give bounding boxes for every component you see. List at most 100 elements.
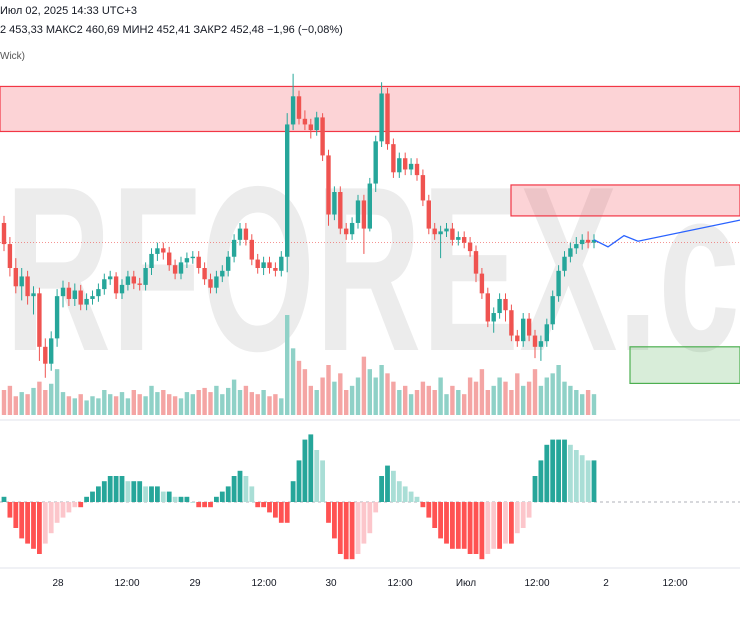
volume-bar (397, 390, 402, 415)
candle (580, 234, 585, 250)
volume-bar (444, 394, 449, 415)
oscillator-bar (308, 434, 314, 502)
oscillator-bar (137, 481, 143, 502)
volume-bar (243, 385, 249, 415)
candle (591, 234, 597, 249)
oscillator-bar (190, 502, 196, 503)
oscillator-bar (184, 496, 190, 502)
x-tick-label: 2 (603, 578, 609, 589)
candle-body (544, 324, 549, 342)
candle-body (273, 268, 278, 271)
candle-body (267, 262, 272, 268)
volume-bar (591, 394, 597, 415)
oscillator-bar (119, 476, 125, 502)
volume-bar (72, 398, 77, 415)
candle (562, 251, 567, 277)
oscillator-bar (450, 502, 455, 549)
oscillator-bar (84, 496, 89, 502)
volume-bar (108, 394, 113, 415)
candle (526, 313, 532, 342)
volume-bar (54, 369, 60, 415)
volume-bar (143, 396, 148, 415)
candle (37, 287, 42, 361)
candle (574, 237, 579, 254)
candle (137, 277, 142, 291)
candle (231, 234, 237, 263)
x-tick-label: 28 (52, 578, 64, 589)
oscillator-bar (7, 502, 13, 518)
oscillator-bar (379, 476, 384, 502)
oscillator-bar (455, 502, 461, 549)
oscillator-bar (19, 502, 25, 539)
candle (255, 253, 260, 274)
volume-bar (403, 385, 408, 415)
oscillator-bar (373, 502, 379, 513)
volume-bar (172, 396, 178, 415)
candle (13, 258, 18, 294)
candle-body (355, 200, 361, 223)
candle-body (143, 268, 148, 285)
candle-body (72, 290, 77, 299)
volume-bar (338, 373, 343, 415)
oscillator-bar (166, 491, 172, 502)
volume-bar (326, 365, 331, 415)
candle (131, 270, 136, 290)
oscillator-bar (479, 502, 485, 560)
volume-bar (556, 365, 561, 415)
oscillator-bar (568, 444, 573, 502)
candle (285, 113, 290, 273)
oscillator-bar (225, 486, 231, 502)
candle-body (497, 298, 502, 314)
candle-body (49, 338, 54, 364)
oscillator-bar (96, 486, 101, 502)
oscillator-bar (125, 481, 131, 502)
volume-bar (473, 381, 479, 415)
oscillator-bar (573, 450, 579, 502)
volume-bar (379, 365, 384, 415)
watermark: RFOREX.c (5, 137, 740, 400)
volume-bar (355, 377, 361, 415)
candle-body (550, 296, 555, 325)
volume-bar (1, 390, 7, 415)
volume-bar (515, 373, 520, 415)
candle (90, 290, 95, 305)
candle-body (526, 318, 532, 336)
candle (113, 272, 119, 299)
oscillator-bar (326, 502, 331, 523)
volume-bar (526, 381, 532, 415)
oscillator-bar (113, 476, 119, 502)
candle-body (249, 239, 254, 260)
oscillator-bar (396, 481, 402, 502)
candle (456, 231, 461, 246)
volume-bar (119, 392, 125, 415)
candle (521, 313, 526, 347)
volume-bar (202, 387, 207, 415)
volume-bar (220, 394, 225, 415)
candle-body (562, 256, 567, 271)
oscillator-bar (302, 439, 308, 502)
candle-body (367, 183, 372, 229)
candle (184, 252, 190, 268)
volume-bar (414, 390, 420, 415)
volume-bar (432, 390, 437, 415)
volume-bar (532, 369, 538, 415)
volume-bar (308, 385, 313, 415)
oscillator-bar (237, 470, 243, 502)
zone-demand (629, 346, 740, 385)
candle-body (172, 265, 178, 274)
candle (361, 194, 367, 254)
volume-bar (37, 381, 42, 415)
candle (161, 242, 166, 260)
candle (556, 265, 561, 302)
volume-bar (66, 396, 72, 415)
candle (202, 262, 207, 285)
candle-body (190, 256, 195, 259)
candle-body (196, 256, 201, 268)
volume-bar (344, 390, 349, 415)
candle-body (338, 192, 343, 229)
candle-body (243, 228, 249, 240)
volume-bar (585, 390, 591, 415)
volume-bar (196, 390, 201, 415)
candle (338, 186, 343, 235)
